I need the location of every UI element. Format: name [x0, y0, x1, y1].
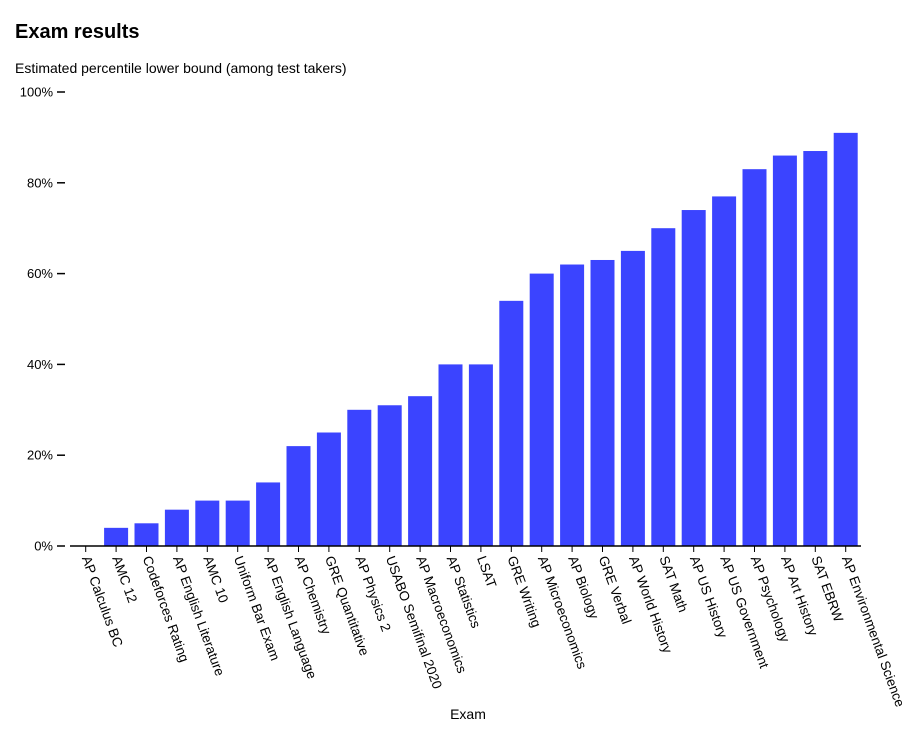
x-tick-label: AP Environmental Science	[839, 554, 908, 709]
y-tick-label: 40%	[27, 357, 53, 372]
bar	[499, 300, 524, 546]
bar	[377, 405, 402, 546]
bar	[438, 364, 463, 546]
bar	[620, 250, 645, 546]
x-tick-label: AMC 12	[109, 554, 140, 605]
bar	[316, 432, 341, 546]
y-tick-label: 80%	[27, 175, 53, 190]
bar	[560, 264, 585, 546]
bar	[529, 273, 554, 546]
bar	[256, 482, 281, 546]
bar	[286, 446, 311, 546]
bar	[134, 523, 159, 546]
x-tick-label: LSAT	[474, 554, 499, 590]
bar	[347, 409, 372, 546]
bar	[590, 259, 615, 546]
x-tick-label: SAT Math	[656, 554, 690, 614]
bars	[104, 132, 858, 547]
bar	[408, 396, 433, 546]
y-tick-label: 20%	[27, 448, 53, 463]
x-axis-title: Exam	[450, 706, 486, 722]
chart-title: Exam results	[15, 21, 140, 43]
bar	[712, 196, 737, 547]
bar	[772, 155, 797, 546]
y-tick-label: 60%	[27, 266, 53, 281]
bar	[681, 210, 706, 547]
bar	[104, 527, 129, 546]
y-tick-label: 0%	[34, 539, 53, 554]
x-tick-label: AMC 10	[200, 554, 231, 605]
bar	[742, 169, 767, 546]
y-tick-label: 100%	[20, 85, 54, 100]
bar	[225, 500, 250, 546]
bar	[195, 500, 220, 546]
bar	[164, 509, 189, 546]
bar	[468, 364, 493, 546]
chart-subtitle: Estimated percentile lower bound (among …	[15, 60, 347, 76]
y-axis: 0% 20% 40% 60% 80% 100%	[20, 85, 65, 554]
bar	[833, 132, 858, 547]
bar	[651, 228, 676, 546]
bar	[803, 151, 828, 546]
